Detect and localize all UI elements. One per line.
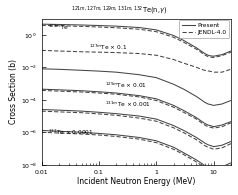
X-axis label: Incident Neutron Energy (MeV): Incident Neutron Energy (MeV) <box>77 177 195 186</box>
Text: $^{129m}$Te $\times$ 0.01: $^{129m}$Te $\times$ 0.01 <box>105 80 148 90</box>
Text: $^{131m}$Te $\times$ 0.001: $^{131m}$Te $\times$ 0.001 <box>105 100 152 109</box>
Text: $^{127m}$Te $\times$ 0.1: $^{127m}$Te $\times$ 0.1 <box>89 43 128 52</box>
Text: $^{121m}$Te: $^{121m}$Te <box>48 23 69 32</box>
Text: $^{121m,127m,129m,131m,132}$Te(n,$\gamma$): $^{121m,127m,129m,131m,132}$Te(n,$\gamma… <box>71 5 167 17</box>
Text: $^{132}$Te $\times$ 0.0001: $^{132}$Te $\times$ 0.0001 <box>48 127 94 136</box>
Y-axis label: Cross Section (b): Cross Section (b) <box>9 59 18 124</box>
Legend: Present, JENDL-4.0: Present, JENDL-4.0 <box>179 20 229 38</box>
